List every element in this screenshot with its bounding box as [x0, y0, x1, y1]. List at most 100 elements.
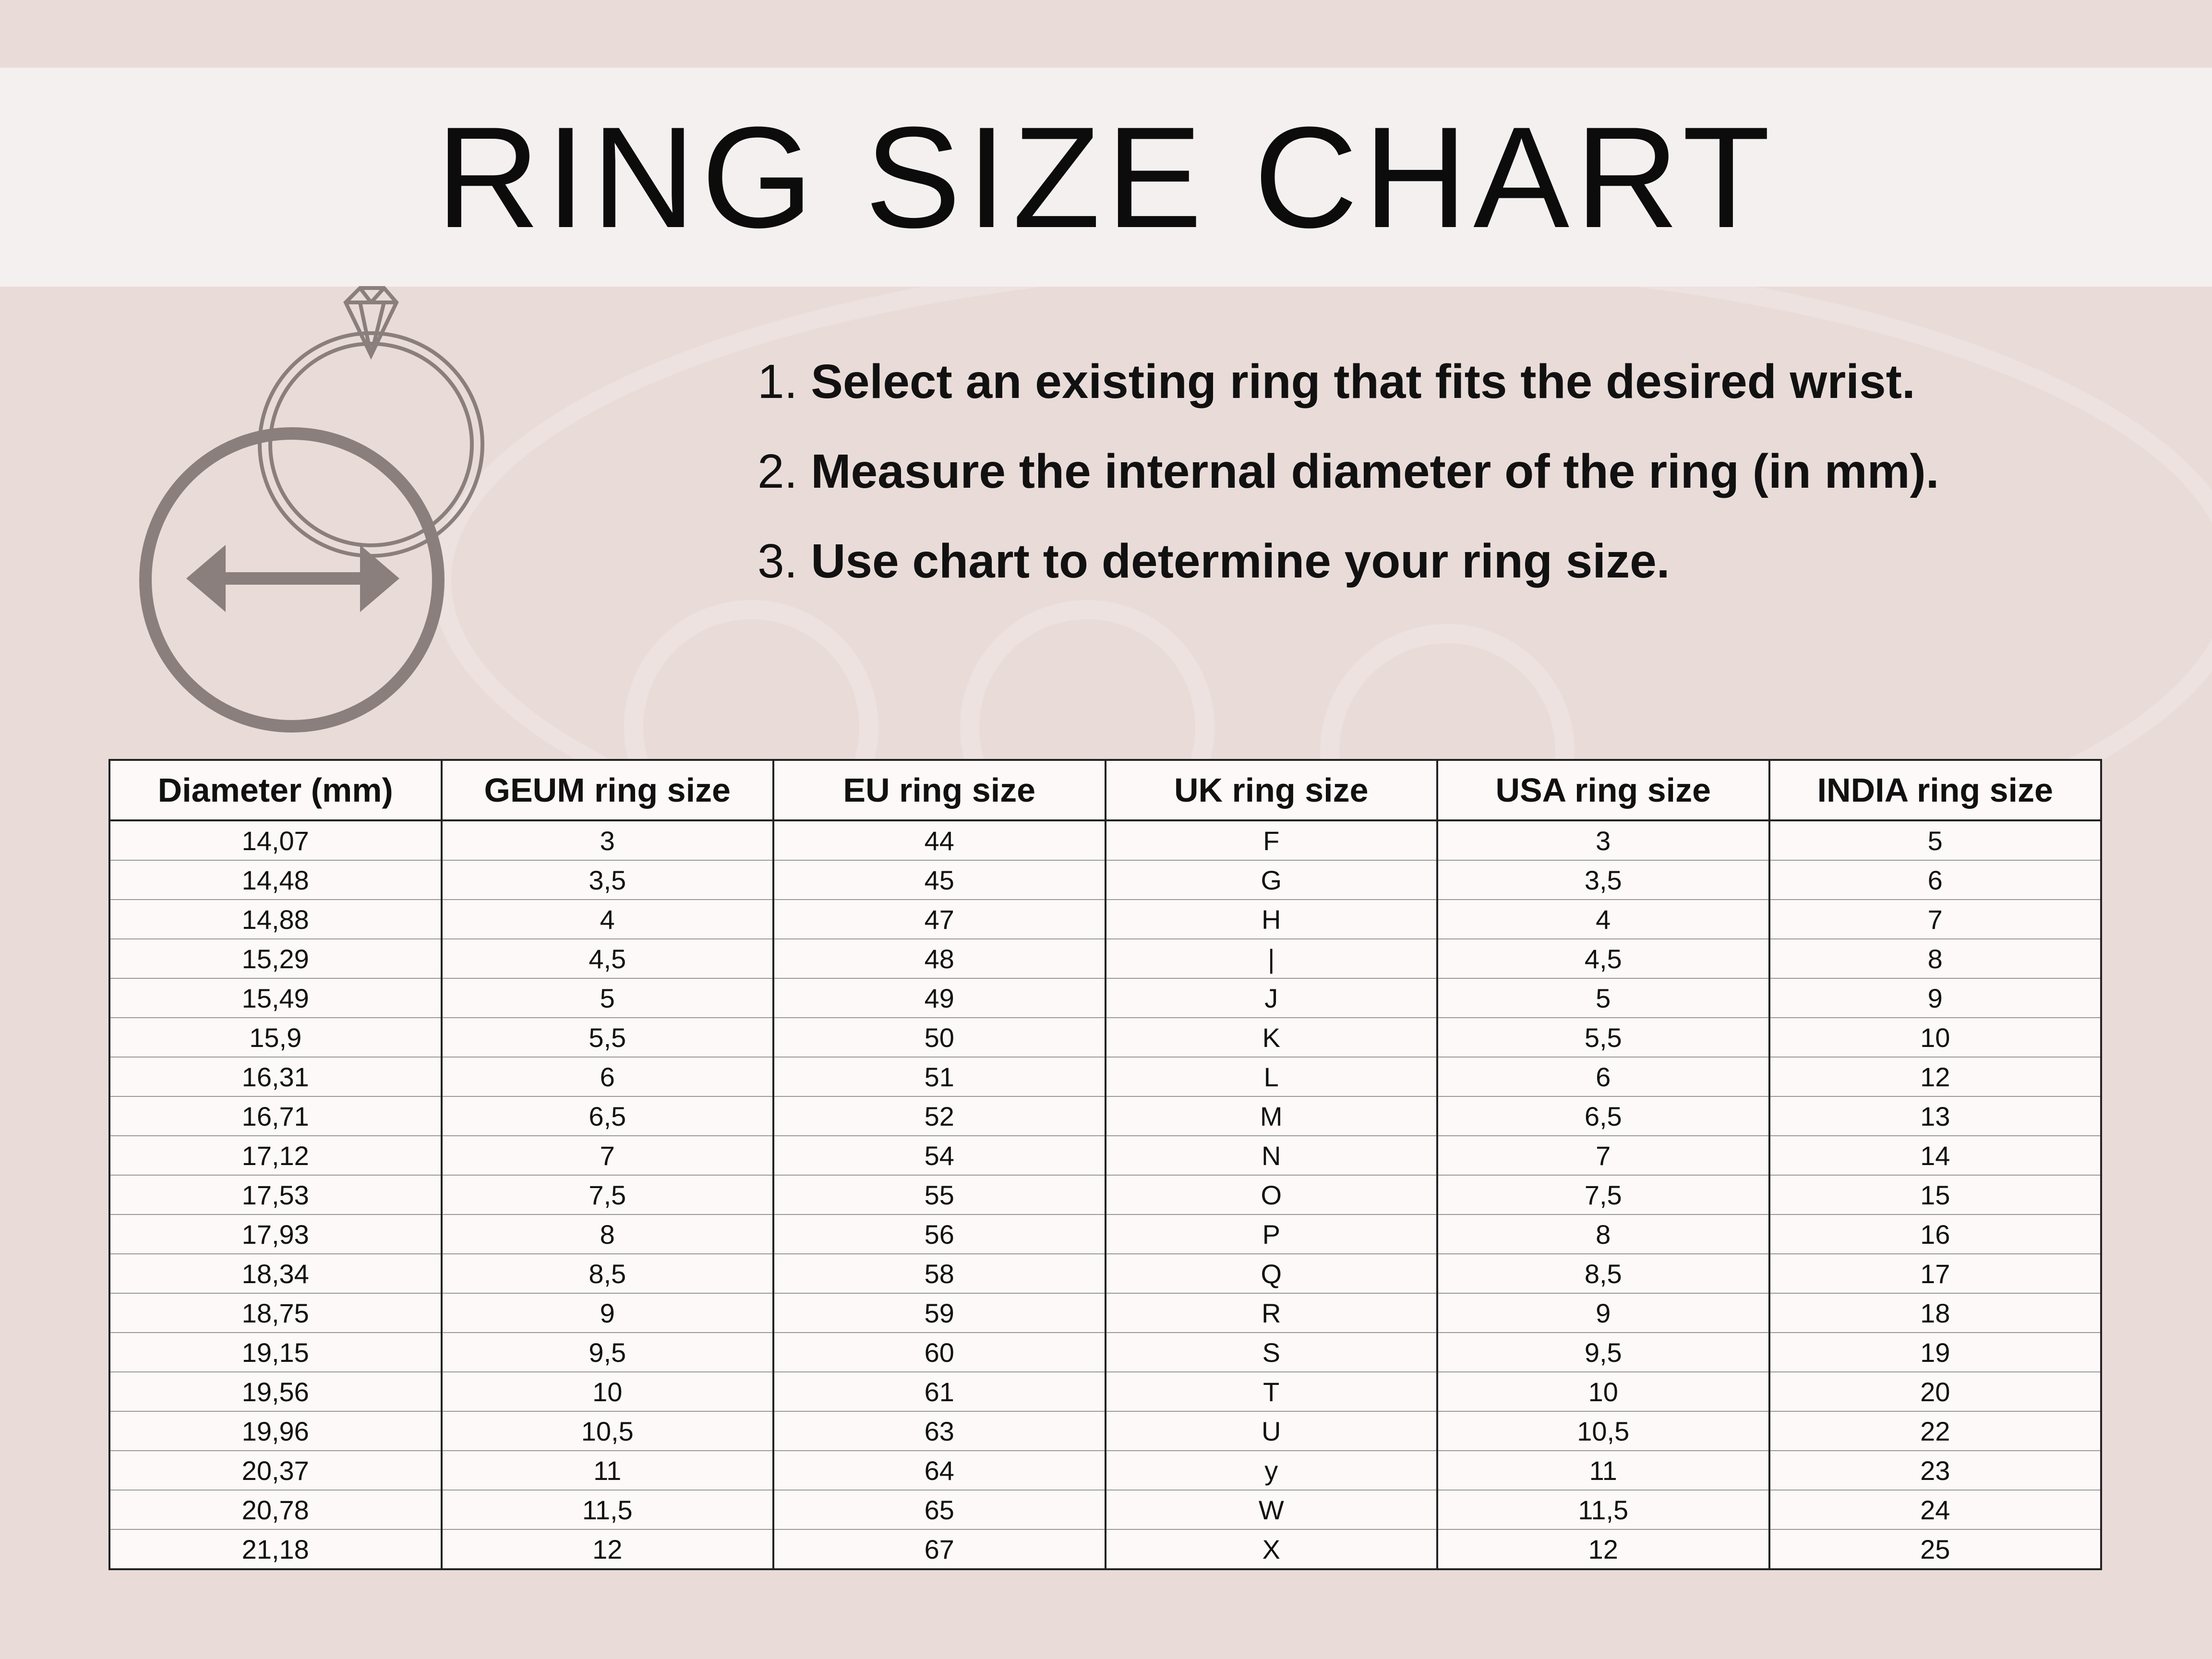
cell-usa: 7: [1436, 1135, 1770, 1175]
cell-geum: 8,5: [440, 1253, 774, 1293]
cell-usa: 11,5: [1436, 1490, 1770, 1529]
cell-geum: 6: [440, 1057, 774, 1096]
cell-india: 15: [1768, 1175, 2102, 1214]
cell-india: 22: [1768, 1411, 2102, 1451]
cell-geum: 3,5: [440, 860, 774, 900]
table-row: 19,56 10 61 T 10 20: [108, 1371, 2102, 1411]
cell-eu: 64: [772, 1450, 1106, 1490]
table-row: 19,15 9,5 60 S 9,5 19: [108, 1332, 2102, 1372]
cell-geum: 11: [440, 1450, 774, 1490]
cell-usa: 10,5: [1436, 1411, 1770, 1451]
ring-diamond-icon: [258, 286, 484, 558]
step-text: Select an existing ring that fits the de…: [811, 355, 1915, 409]
cell-india: 9: [1768, 978, 2102, 1018]
cell-uk: S: [1104, 1332, 1438, 1372]
cell-uk: F: [1104, 820, 1438, 860]
step-number: 2.: [757, 445, 798, 498]
table-row: 14,48 3,5 45 G 3,5 6: [108, 860, 2102, 900]
cell-diameter: 19,56: [108, 1371, 443, 1411]
cell-eu: 47: [772, 899, 1106, 939]
cell-geum: 8: [440, 1214, 774, 1254]
cell-eu: 59: [772, 1293, 1106, 1333]
cell-diameter: 14,88: [108, 899, 443, 939]
cell-diameter: 19,15: [108, 1332, 443, 1372]
diameter-circle-arrow-icon: [139, 427, 445, 733]
cell-geum: 7: [440, 1135, 774, 1175]
cell-geum: 12: [440, 1529, 774, 1570]
cell-diameter: 16,31: [108, 1057, 443, 1096]
cell-uk: y: [1104, 1450, 1438, 1490]
cell-diameter: 20,37: [108, 1450, 443, 1490]
cell-diameter: 17,12: [108, 1135, 443, 1175]
cell-uk: M: [1104, 1096, 1438, 1136]
header-usa: USA ring size: [1436, 759, 1770, 821]
cell-india: 8: [1768, 938, 2102, 978]
cell-uk: G: [1104, 860, 1438, 900]
table-row: 17,93 8 56 P 8 16: [108, 1214, 2102, 1254]
cell-eu: 60: [772, 1332, 1106, 1372]
cell-eu: 56: [772, 1214, 1106, 1254]
cell-usa: 9,5: [1436, 1332, 1770, 1372]
header-india: INDIA ring size: [1768, 759, 2102, 821]
step-number: 3.: [757, 534, 798, 588]
cell-diameter: 15,9: [108, 1017, 443, 1057]
cell-eu: 61: [772, 1371, 1106, 1411]
cell-usa: 3: [1436, 820, 1770, 860]
cell-uk: |: [1104, 938, 1438, 978]
cell-diameter: 15,49: [108, 978, 443, 1018]
cell-india: 23: [1768, 1450, 2102, 1490]
cell-india: 5: [1768, 820, 2102, 860]
cell-india: 10: [1768, 1017, 2102, 1057]
cell-geum: 5,5: [440, 1017, 774, 1057]
cell-india: 24: [1768, 1490, 2102, 1529]
header-uk: UK ring size: [1104, 759, 1438, 821]
cell-diameter: 21,18: [108, 1529, 443, 1570]
cell-geum: 5: [440, 978, 774, 1018]
cell-uk: O: [1104, 1175, 1438, 1214]
cell-uk: J: [1104, 978, 1438, 1018]
cell-diameter: 17,53: [108, 1175, 443, 1214]
page-title: RING SIZE CHART: [436, 96, 1776, 258]
cell-diameter: 15,29: [108, 938, 443, 978]
step-text: Use chart to determine your ring size.: [811, 534, 1670, 588]
step-1: 1. Select an existing ring that fits the…: [757, 350, 1939, 440]
cell-usa: 5: [1436, 978, 1770, 1018]
cell-uk: P: [1104, 1214, 1438, 1254]
header-geum: GEUM ring size: [440, 759, 774, 821]
cell-geum: 10,5: [440, 1411, 774, 1451]
cell-eu: 51: [772, 1057, 1106, 1096]
step-3: 3. Use chart to determine your ring size…: [757, 530, 1939, 620]
cell-diameter: 17,93: [108, 1214, 443, 1254]
cell-eu: 58: [772, 1253, 1106, 1293]
cell-usa: 8,5: [1436, 1253, 1770, 1293]
cell-eu: 65: [772, 1490, 1106, 1529]
ring-measure-illustration: [139, 286, 484, 733]
instructions: 1. Select an existing ring that fits the…: [757, 350, 1939, 620]
table-row: 15,9 5,5 50 K 5,5 10: [108, 1017, 2102, 1057]
table-header-row: Diameter (mm) GEUM ring size EU ring siz…: [108, 759, 2102, 821]
cell-uk: U: [1104, 1411, 1438, 1451]
cell-diameter: 19,96: [108, 1411, 443, 1451]
cell-geum: 11,5: [440, 1490, 774, 1529]
cell-uk: T: [1104, 1371, 1438, 1411]
cell-eu: 54: [772, 1135, 1106, 1175]
cell-geum: 6,5: [440, 1096, 774, 1136]
cell-eu: 48: [772, 938, 1106, 978]
cell-eu: 44: [772, 820, 1106, 860]
cell-diameter: 14,07: [108, 820, 443, 860]
cell-eu: 50: [772, 1017, 1106, 1057]
cell-uk: K: [1104, 1017, 1438, 1057]
step-number: 1.: [757, 355, 798, 409]
cell-diameter: 18,34: [108, 1253, 443, 1293]
cell-india: 13: [1768, 1096, 2102, 1136]
table-row: 17,12 7 54 N 7 14: [108, 1135, 2102, 1175]
table-row: 19,96 10,5 63 U 10,5 22: [108, 1411, 2102, 1451]
cell-usa: 8: [1436, 1214, 1770, 1254]
cell-geum: 10: [440, 1371, 774, 1411]
cell-usa: 6,5: [1436, 1096, 1770, 1136]
cell-geum: 9,5: [440, 1332, 774, 1372]
table-row: 20,78 11,5 65 W 11,5 24: [108, 1490, 2102, 1529]
cell-usa: 4,5: [1436, 938, 1770, 978]
cell-india: 17: [1768, 1253, 2102, 1293]
cell-uk: L: [1104, 1057, 1438, 1096]
